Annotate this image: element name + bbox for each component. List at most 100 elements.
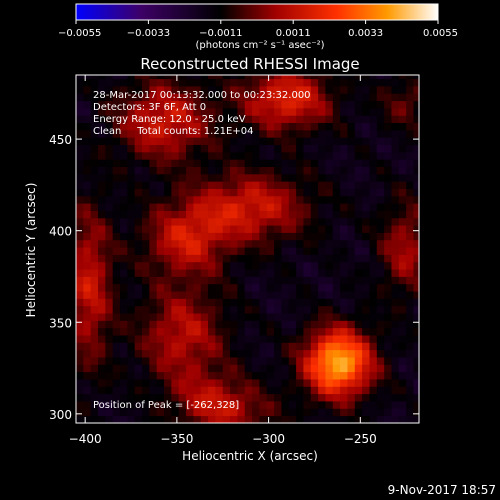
heatmap-cell [384, 349, 392, 358]
heatmap-cell [347, 144, 356, 153]
heatmap-cell [252, 195, 260, 204]
heatmap-cell [222, 386, 231, 395]
heatmap-cell [134, 85, 143, 94]
heatmap-cell [134, 247, 143, 255]
heatmap-cell [90, 408, 99, 417]
heatmap-cell [178, 408, 187, 417]
heatmap-cell [127, 107, 136, 116]
heatmap-cell [105, 173, 114, 182]
heatmap-cell [120, 137, 128, 145]
heatmap-cell [171, 137, 180, 145]
heatmap-cell [376, 239, 385, 248]
heatmap-cell [266, 364, 275, 373]
heatmap-cell [142, 85, 150, 94]
heatmap-cell [171, 371, 180, 380]
heatmap-cell [127, 335, 136, 343]
heatmap-cell [266, 210, 275, 219]
heatmap-cell [90, 100, 99, 109]
heatmap-cell [156, 349, 165, 358]
heatmap-cell [332, 203, 341, 211]
heatmap-cell [215, 408, 224, 417]
heatmap-cell [171, 144, 180, 153]
heatmap-cell [134, 188, 143, 197]
heatmap-cell [178, 364, 187, 373]
heatmap-cell [347, 342, 356, 351]
heatmap-cell [274, 364, 282, 373]
heatmap-cell [83, 129, 92, 138]
heatmap-cell [244, 232, 253, 241]
heatmap-cell [186, 239, 194, 248]
heatmap-cell [413, 283, 419, 292]
heatmap-cell [325, 313, 334, 321]
heatmap-cell [127, 144, 136, 153]
heatmap-cell [186, 195, 194, 204]
heatmap-cell [83, 166, 92, 175]
heatmap-cell [193, 269, 202, 277]
heatmap-cell [274, 379, 282, 387]
heatmap-cell [362, 261, 370, 270]
heatmap-cell [178, 298, 187, 307]
heatmap-cell [325, 115, 334, 124]
heatmap-cell [237, 291, 246, 299]
heatmap-cell [127, 379, 136, 387]
heatmap-cell [325, 415, 334, 423]
heatmap-cell [83, 239, 92, 248]
heatmap-cell [310, 291, 319, 299]
heatmap-cell [347, 75, 356, 80]
heatmap-cell [354, 144, 363, 153]
heatmap-cell [347, 327, 356, 336]
heatmap-cell [193, 93, 202, 102]
heatmap-cell [186, 327, 194, 336]
heatmap-cell [369, 247, 378, 255]
heatmap-cell [266, 181, 275, 189]
heatmap-cell [237, 144, 246, 153]
heatmap-cell [310, 159, 319, 167]
heatmap-cell [354, 335, 363, 343]
heatmap-cell [259, 357, 268, 365]
heatmap-cell [230, 415, 238, 423]
heatmap-cell [127, 415, 136, 423]
heatmap-cell [362, 85, 370, 94]
heatmap-cell [376, 371, 385, 380]
heatmap-cell [376, 349, 385, 358]
heatmap-cell [310, 129, 319, 138]
heatmap-cell [193, 100, 202, 109]
heatmap-cell [120, 283, 128, 292]
heatmap-cell [127, 401, 136, 409]
heatmap-cell [369, 269, 378, 277]
heatmap-cell [208, 401, 216, 409]
heatmap-cell [281, 342, 290, 351]
heatmap-cell [318, 166, 326, 175]
heatmap-cell [362, 379, 370, 387]
heatmap-cell [164, 100, 172, 109]
heatmap-cell [76, 75, 84, 80]
heatmap-cell [259, 93, 268, 102]
heatmap-cell [134, 100, 143, 109]
heatmap-cell [252, 342, 260, 351]
heatmap-cell [347, 320, 356, 329]
heatmap-cell [149, 247, 158, 255]
heatmap-cell [406, 291, 414, 299]
heatmap-cell [237, 371, 246, 380]
heatmap-cell [354, 78, 363, 87]
heatmap-cell [413, 254, 419, 263]
heatmap-cell [112, 335, 121, 343]
heatmap-cell [171, 261, 180, 270]
heatmap-cell [83, 261, 92, 270]
heatmap-cell [142, 115, 150, 124]
heatmap-cell [127, 210, 136, 219]
heatmap-cell [406, 327, 414, 336]
heatmap-cell [244, 313, 253, 321]
heatmap-cell [340, 254, 348, 263]
heatmap-cell [384, 291, 392, 299]
heatmap-cell [98, 335, 106, 343]
heatmap-cell [288, 335, 297, 343]
heatmap-cell [296, 327, 304, 336]
heatmap-cell [318, 137, 326, 145]
heatmap-cell [76, 386, 84, 395]
heatmap-cell [186, 93, 194, 102]
heatmap-cell [208, 203, 216, 211]
heatmap-cell [310, 210, 319, 219]
heatmap-cell [98, 159, 106, 167]
heatmap-cell [230, 225, 238, 233]
